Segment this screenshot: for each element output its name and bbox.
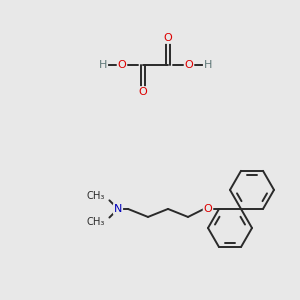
Text: CH₃: CH₃ bbox=[86, 217, 104, 226]
Text: H: H bbox=[204, 60, 212, 70]
Text: O: O bbox=[164, 33, 172, 43]
Text: CH₃: CH₃ bbox=[86, 191, 104, 201]
Text: O: O bbox=[204, 204, 212, 214]
Text: N: N bbox=[114, 204, 122, 214]
Text: O: O bbox=[184, 60, 194, 70]
Text: O: O bbox=[139, 87, 147, 97]
Text: H: H bbox=[99, 60, 107, 70]
Text: O: O bbox=[118, 60, 126, 70]
